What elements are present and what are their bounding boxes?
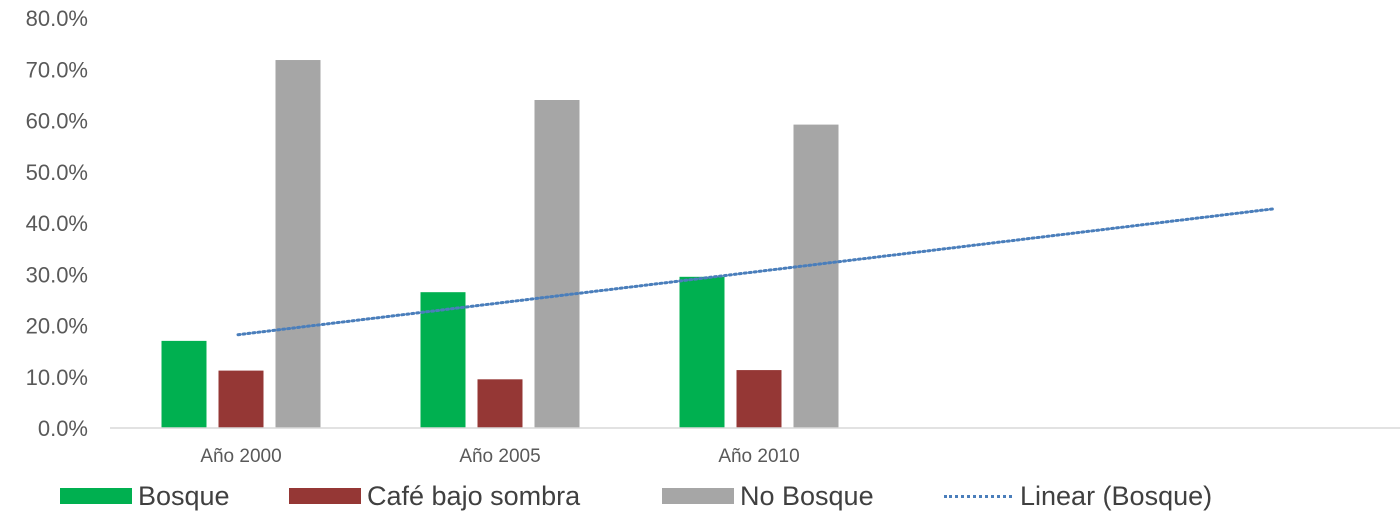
legend-label: Linear (Bosque) [1020,480,1213,511]
legend-item-bosque: Bosque [60,476,230,516]
x-axis: Año 2000 Año 2005 Año 2010 [200,446,799,467]
bars [161,60,839,429]
legend-swatch-cafe-bajo-sombra [289,488,361,504]
bar-bosque-2 [420,292,466,428]
bar-caf-bajo-sombra-1 [218,370,264,428]
y-tick-label: 70.0% [26,57,88,82]
bar-caf-bajo-sombra-2 [477,379,523,428]
legend-label: Bosque [138,480,230,511]
y-tick-label: 80.0% [26,6,88,31]
legend-line-linear-bosque [944,494,1012,498]
legend-swatch-bosque [60,488,132,504]
legend-item-no-bosque: No Bosque [662,476,874,516]
legend-item-linear-bosque: Linear (Bosque) [944,476,1212,516]
bar-no-bosque-1 [275,60,321,429]
bar-no-bosque-3 [793,124,839,428]
legend-label: Café bajo sombra [367,480,581,511]
legend-swatch-no-bosque [662,488,734,504]
x-tick-label: Año 2005 [459,446,540,467]
y-tick-label: 40.0% [26,211,88,236]
x-tick-label: Año 2010 [718,446,799,467]
bar-bosque-1 [161,340,207,428]
x-tick-label: Año 2000 [200,446,281,467]
bar-no-bosque-2 [534,100,580,428]
legend: Bosque Café bajo sombra No Bosque Linear… [0,476,1400,516]
legend-item-cafe-bajo-sombra: Café bajo sombra [289,476,580,516]
y-tick-label: 20.0% [26,314,88,339]
y-tick-label: 50.0% [26,160,88,185]
trendline-bosque [236,207,1277,337]
y-tick-label: 30.0% [26,262,88,287]
legend-label: No Bosque [740,480,874,511]
y-axis: 0.0% 10.0% 20.0% 30.0% 40.0% 50.0% 60.0% 70.0% 8… [26,6,88,441]
y-tick-label: 60.0% [26,109,88,134]
y-tick-label: 10.0% [26,365,88,390]
bar-caf-bajo-sombra-3 [736,370,782,428]
bar-bosque-3 [679,276,725,428]
bar-chart-plot: 0.0% 10.0% 20.0% 30.0% 40.0% 50.0% 60.0% 70.0% 8… [26,6,1400,467]
y-tick-label: 0.0% [38,416,88,441]
